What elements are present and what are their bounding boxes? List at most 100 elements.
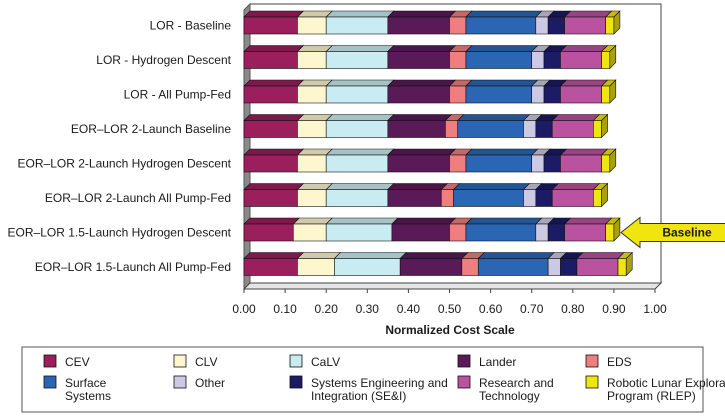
category-label: EOR–LOR 1.5-Launch Hydrogen Descent <box>8 226 232 240</box>
bar-segment <box>617 258 627 276</box>
x-tick-label: 0.20 <box>315 302 339 316</box>
bar-segment-top <box>551 114 601 121</box>
bar-segment <box>243 16 298 35</box>
category-label: LOR - All Pump-Fed <box>124 88 231 102</box>
bar-segment-top <box>243 79 305 87</box>
x-tick-label: 0.50 <box>438 302 462 316</box>
bar-segment <box>449 223 467 242</box>
bar-segment <box>523 189 537 207</box>
bar-segment <box>297 51 327 69</box>
bar-end-face <box>601 182 608 208</box>
bar-segment <box>535 189 553 207</box>
bar-segment <box>465 154 533 173</box>
bar-segment <box>243 51 298 69</box>
bar-segment-top <box>325 114 395 121</box>
bar-segment <box>387 51 450 69</box>
bar-segment-top <box>243 10 305 18</box>
callout-text: Baseline <box>662 226 712 240</box>
bar-segment-top <box>387 183 449 190</box>
bar-segment <box>387 85 450 104</box>
bar-row <box>243 217 621 242</box>
bar-segment <box>465 223 537 242</box>
bar-segment-top <box>399 252 469 259</box>
bar-segment <box>445 120 459 138</box>
bar-segment <box>449 51 467 69</box>
bar-segment <box>543 51 561 69</box>
bar-segment <box>535 223 549 242</box>
bar-segment <box>325 154 389 173</box>
category-label: EOR–LOR 2-Launch Hydrogen Descent <box>18 157 232 171</box>
bar-segment <box>560 258 578 276</box>
bar-segment-top <box>325 45 395 52</box>
bar-segment <box>325 51 389 69</box>
legend-label: Technology <box>479 389 540 403</box>
bar-segment <box>334 258 401 276</box>
x-tick-label: 0.40 <box>397 302 421 316</box>
bar-row <box>243 182 609 208</box>
legend-label: CaLV <box>311 355 340 369</box>
bar-segment-top <box>559 45 609 52</box>
bars <box>243 10 633 277</box>
bar-end-face <box>601 113 608 139</box>
bar-segment-top <box>243 217 301 225</box>
legend-label: CEV <box>65 355 90 369</box>
bar-segment <box>449 154 467 173</box>
bar-segment-top <box>465 148 539 156</box>
bar-segment <box>243 189 298 207</box>
bar-segment <box>605 223 615 242</box>
legend-swatch <box>585 375 599 389</box>
legend-swatch <box>289 354 303 368</box>
bar-segment-top <box>456 114 531 121</box>
bar-row <box>243 251 633 277</box>
bar-segment <box>325 189 389 207</box>
bar-segment <box>297 258 335 276</box>
bar-segment-top <box>325 217 399 225</box>
bar-segment-top <box>325 79 395 87</box>
category-label: EOR–LOR 2-Launch All Pump-Fed <box>45 191 231 205</box>
bar-segment <box>243 85 298 104</box>
bar-segment <box>297 85 327 104</box>
bar-segment-top <box>333 252 407 259</box>
bar-segment <box>449 16 467 35</box>
callout-arrow <box>620 216 725 249</box>
bar-segment <box>387 189 442 207</box>
x-axis-label: Normalized Cost Scale <box>385 323 515 337</box>
bar-row <box>243 44 617 70</box>
bar-segment <box>547 258 561 276</box>
x-tick-label: 0.70 <box>520 302 544 316</box>
legend-swatch <box>457 354 471 368</box>
bar-segment <box>523 120 537 138</box>
legend-label: Robotic Lunar Exploration <box>607 376 725 390</box>
x-axis: 0.00 0.10 0.20 0.30 0.40 0.50 0.60 0.70 0.80 0.90… <box>232 289 667 316</box>
x-tick-label: 0.00 <box>232 302 256 316</box>
bar-row <box>243 148 617 173</box>
legend-swatch <box>289 375 303 389</box>
bar-segment-top <box>465 10 543 18</box>
category-label: LOR - Baseline <box>150 19 232 33</box>
legend-label: Program (RLEP) <box>607 389 696 403</box>
bar-segment-top <box>325 183 395 190</box>
bar-segment <box>564 16 606 35</box>
bar-segment <box>440 189 454 207</box>
bar-end-face <box>613 10 621 35</box>
legend-swatch <box>457 375 471 389</box>
x-tick-label: 0.60 <box>479 302 503 316</box>
x-tick-label: 0.80 <box>561 302 585 316</box>
bar-segment <box>387 16 450 35</box>
bar-segment-top <box>292 217 333 225</box>
bar-segment <box>449 85 467 104</box>
x-tick-label: 0.30 <box>356 302 380 316</box>
bar-segment <box>551 120 594 138</box>
bar-segment <box>457 120 524 138</box>
bar-segment <box>325 16 389 35</box>
bar-segment <box>465 51 533 69</box>
bar-segment <box>465 85 533 104</box>
bar-segment <box>535 120 553 138</box>
bar-segment <box>325 85 389 104</box>
bar-segment <box>243 120 298 138</box>
bar-segment-top <box>452 183 531 190</box>
baseline-callout: Baseline <box>620 216 725 249</box>
bar-segment <box>543 154 561 173</box>
bar-segment-top <box>465 45 539 52</box>
bar-segment-top <box>559 79 609 87</box>
